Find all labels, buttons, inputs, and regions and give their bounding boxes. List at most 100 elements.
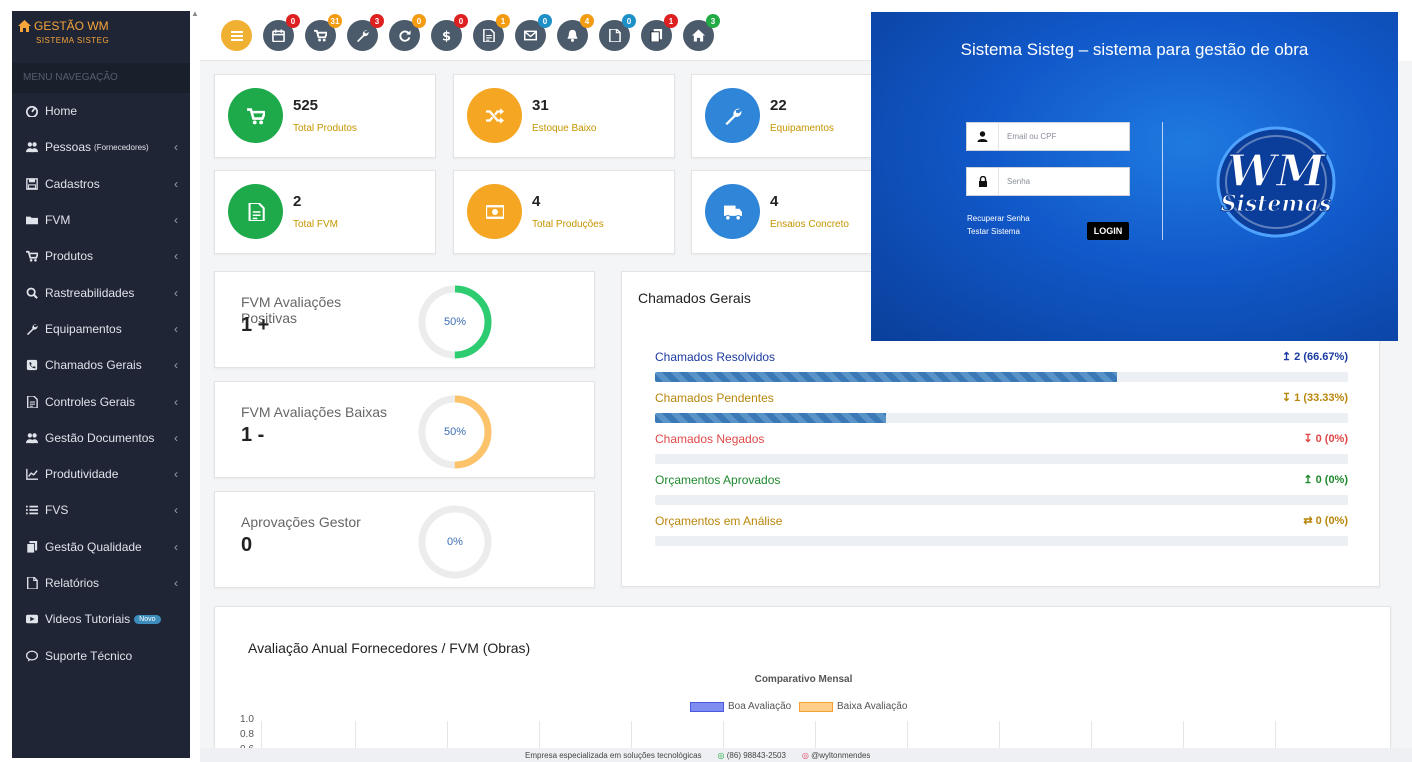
recover-password-link[interactable]: Recuperar Senha <box>967 214 1030 223</box>
chamados-row-value: ↧ 1 (33.33%) <box>1281 392 1348 404</box>
sidebar-item-produtos[interactable]: Produtos ‹ <box>12 238 190 274</box>
chevron-left-icon: ‹ <box>174 576 178 590</box>
sidebar: GESTÃO WM SISTEMA SISTEG MENU NAVEGAÇÃO … <box>12 11 190 758</box>
footer-instagram-text: @wyltonmendes <box>811 750 871 760</box>
wrench-icon <box>724 107 742 125</box>
legend-item-baixa[interactable]: Baixa Avaliação <box>799 701 907 712</box>
refresh-notifications-button[interactable]: 0 <box>389 14 426 51</box>
sidebar-item-label: Pessoas <box>45 140 92 155</box>
grid-line <box>815 721 816 761</box>
scroll-up-arrow[interactable]: ▲ <box>191 9 199 18</box>
sidebar-item-fvs[interactable]: FVS ‹ <box>12 492 190 528</box>
login-panel: Sistema Sisteg – sistema para gestão de … <box>871 12 1398 341</box>
grid-line <box>907 721 908 761</box>
document-icon <box>25 395 39 409</box>
sidebar-item-controles-gerais[interactable]: Controles Gerais ‹ <box>12 383 190 419</box>
stat-icon-circle <box>467 184 522 239</box>
sidebar-item-label: Relatórios <box>45 576 100 590</box>
grid-line <box>631 721 632 761</box>
chart-title: Comparativo Mensal <box>754 674 853 685</box>
donut-percent: 50% <box>443 426 467 438</box>
svg-text:$: $ <box>442 30 451 42</box>
sidebar-item-label: Controles Gerais <box>45 394 136 409</box>
sidebar-item-rastreabilidades[interactable]: Rastreabilidades ‹ <box>12 274 190 310</box>
cart-icon <box>246 107 265 125</box>
stat-icon-circle <box>705 88 760 143</box>
stat-icon-circle <box>705 184 760 239</box>
cart-icon <box>314 29 327 42</box>
test-system-link[interactable]: Testar Sistema <box>967 227 1020 236</box>
stat-value: 4 <box>532 193 541 210</box>
sidebar-item-home[interactable]: Home <box>12 93 190 129</box>
sidebar-item-relatorios[interactable]: Relatórios ‹ <box>12 565 190 601</box>
document-notifications-button[interactable]: 1 <box>473 14 510 51</box>
calendar-notifications-button[interactable]: 0 <box>263 14 300 51</box>
legend-item-boa[interactable]: Boa Avaliação <box>690 701 791 712</box>
sidebar-item-gestao-documentos[interactable]: Gestão Documentos ‹ <box>12 420 190 456</box>
sidebar-item-pessoas[interactable]: Pessoas (Fornecedores) ‹ <box>12 129 190 165</box>
sidebar-item-equipamentos[interactable]: Equipamentos ‹ <box>12 311 190 347</box>
notification-badge: 0 <box>286 14 300 28</box>
dollar-notifications-button[interactable]: $ 0 <box>431 14 468 51</box>
logo-text-bottom: Sistemas <box>1221 191 1332 217</box>
file-notifications-button[interactable]: 0 <box>599 14 636 51</box>
password-field[interactable]: Senha <box>966 167 1130 196</box>
wrench-notifications-button[interactable]: 3 <box>347 14 384 51</box>
document-icon <box>482 29 495 42</box>
notification-badge: 0 <box>412 14 426 28</box>
stat-icon-circle <box>228 184 283 239</box>
sidebar-item-fvm[interactable]: FVM ‹ <box>12 202 190 238</box>
email-placeholder: Email ou CPF <box>1007 132 1057 141</box>
chart-icon <box>25 467 39 481</box>
stat-card[interactable]: 2 Total FVM <box>214 170 436 254</box>
grid-line <box>539 721 540 761</box>
home-notifications-button[interactable]: 3 <box>683 14 720 51</box>
sidebar-item-suffix: (Fornecedores) <box>94 142 149 152</box>
annual-title: Avaliação Anual Fornecedores / FVM (Obra… <box>248 640 531 656</box>
sidebar-item-gestao-qualidade[interactable]: Gestão Qualidade ‹ <box>12 529 190 565</box>
save-icon <box>25 177 39 191</box>
list-icon <box>25 503 39 517</box>
copy-notifications-button[interactable]: 1 <box>641 14 678 51</box>
email-field[interactable]: Email ou CPF <box>966 122 1130 151</box>
footer-instagram[interactable]: ◎ @wyltonmendes <box>802 751 870 760</box>
menu-toggle-button[interactable] <box>221 20 252 51</box>
login-button[interactable]: LOGIN <box>1087 222 1129 240</box>
chat-icon <box>25 649 39 663</box>
brand[interactable]: GESTÃO WM SISTEMA SISTEG <box>12 11 190 63</box>
chevron-left-icon: ‹ <box>174 394 178 409</box>
sidebar-item-label: Suporte Técnico <box>45 648 133 663</box>
sidebar-item-chamados-gerais[interactable]: Chamados Gerais ‹ <box>12 347 190 383</box>
grid-line <box>261 721 262 761</box>
chamados-row-value: ↥ 0 (0%) <box>1303 474 1348 486</box>
footer-phone[interactable]: ◎ (86) 98843-2503 <box>718 751 786 760</box>
users-icon <box>25 431 39 445</box>
wrench-icon <box>25 322 39 336</box>
y-tick: 0.8 <box>240 729 254 740</box>
login-title: Sistema Sisteg – sistema para gestão de … <box>960 40 1309 59</box>
instagram-icon: ◎ <box>801 750 809 760</box>
bell-notifications-button[interactable]: 4 <box>557 14 594 51</box>
sidebar-item-produtividade[interactable]: Produtividade ‹ <box>12 456 190 492</box>
stat-card[interactable]: 31 Estoque Baixo <box>453 74 675 158</box>
brand-title: GESTÃO WM <box>34 19 109 33</box>
sidebar-item-label: Produtos <box>45 249 94 264</box>
chamados-row: Orçamentos em Análise ⇄ 0 (0%) <box>655 514 1348 546</box>
sidebar-item-videos-tutoriais[interactable]: Videos Tutoriais Novo <box>12 601 190 637</box>
mail-notifications-button[interactable]: 0 <box>515 14 552 51</box>
stat-label: Total Produtos <box>293 123 357 134</box>
sidebar-item-suporte-tecnico[interactable]: Suporte Técnico <box>12 637 190 673</box>
refresh-icon <box>398 29 411 42</box>
evaluation-title: FVM Avaliações Positivas <box>241 294 342 326</box>
stat-label: Total Produções <box>532 219 604 230</box>
chamados-row-value: ↧ 0 (0%) <box>1303 433 1348 445</box>
bell-icon <box>566 29 579 42</box>
sidebar-item-cadastros[interactable]: Cadastros ‹ <box>12 166 190 202</box>
user-icon <box>967 123 999 150</box>
sidebar-item-label: FVM <box>45 213 71 228</box>
notification-badge: 0 <box>538 14 552 28</box>
stat-card[interactable]: 4 Total Produções <box>453 170 675 254</box>
stat-card[interactable]: 525 Total Produtos <box>214 74 436 158</box>
chevron-left-icon: ‹ <box>174 249 178 264</box>
cart-notifications-button[interactable]: 31 <box>305 14 342 51</box>
